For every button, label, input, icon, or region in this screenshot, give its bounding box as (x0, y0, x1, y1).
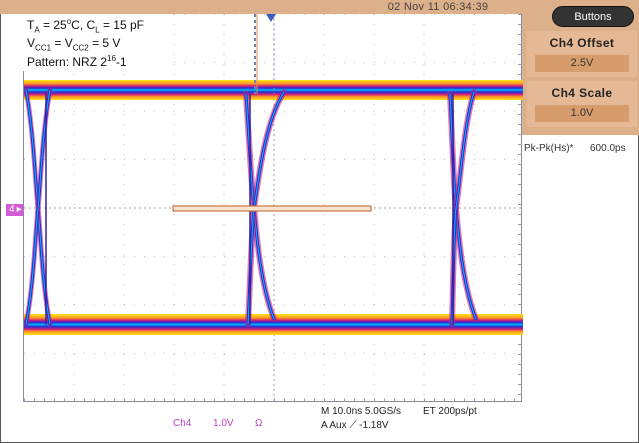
ch4-offset-title: Ch4 Offset (549, 36, 615, 50)
top-status-bar (0, 0, 639, 14)
buttons-toggle-button[interactable]: Buttons (552, 6, 634, 27)
condition-supply-voltage: VCC1 = VCC2 = 5 V (27, 36, 121, 53)
measurement-value: 600.0ps (590, 143, 626, 154)
ch4-offset-control[interactable]: Ch4 Offset 2.5V (527, 31, 637, 77)
channel-coupling-icon: Ω (255, 418, 263, 429)
channel-label[interactable]: Ch4 (173, 418, 192, 429)
eye-diagram-display (24, 14, 523, 402)
trigger-position-marker[interactable] (266, 14, 276, 22)
condition-temp-load: TA = 25oC, CL = 15 pF (27, 17, 144, 35)
condition-pattern: Pattern: NRZ 216-1 (27, 54, 127, 69)
ch4-scale-title: Ch4 Scale (551, 86, 613, 100)
trigger-readout[interactable]: A Aux ⟋ -1.18V (321, 420, 389, 431)
ch4-scale-value[interactable]: 1.0V (535, 105, 629, 122)
ch4-offset-value[interactable]: 2.5V (535, 55, 629, 72)
timestamp: 02 Nov 11 06:34:39 (387, 1, 489, 13)
timebase-readout[interactable]: M 10.0ns 5.0GS/s (321, 406, 402, 417)
ch4-scale-control[interactable]: Ch4 Scale 1.0V (527, 81, 637, 127)
measurement-label: Pk-Pk(Hs)* (524, 143, 574, 154)
test-conditions-box: TA = 25oC, CL = 15 pF VCC1 = VCC2 = 5 V … (23, 14, 171, 71)
ch4-ground-marker[interactable]: 4 ▸ (6, 204, 23, 216)
waveform-graticule[interactable] (23, 14, 523, 402)
equivalent-time-readout: ET 200ps/pt (423, 406, 477, 417)
channel-volts-per-div[interactable]: 1.0V (213, 418, 234, 429)
